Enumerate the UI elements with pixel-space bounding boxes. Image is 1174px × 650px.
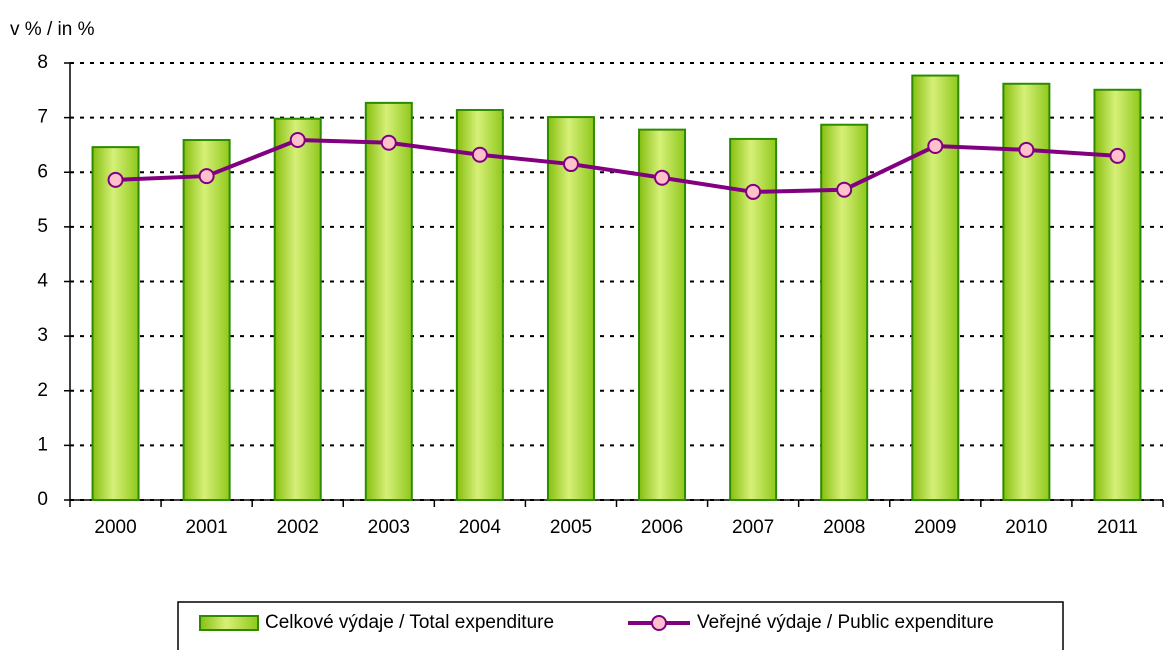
y-tick-label: 6 [37, 161, 48, 182]
x-tick-label: 2003 [368, 517, 410, 538]
x-tick-label: 2009 [914, 517, 956, 538]
legend-swatch [199, 615, 259, 631]
marker [562, 156, 579, 173]
x-tick-label: 2011 [1097, 517, 1138, 538]
marker [289, 132, 306, 149]
bar [364, 101, 413, 501]
marker [1109, 147, 1126, 164]
legend-label: Celkové výdaje / Total expenditure [265, 612, 554, 633]
y-tick-label: 3 [37, 325, 48, 346]
marker [836, 181, 853, 198]
marker [927, 138, 944, 155]
bar [455, 108, 504, 501]
marker [654, 169, 671, 186]
line [115, 138, 1118, 194]
marker [107, 171, 124, 188]
x-tick-label: 2004 [459, 517, 502, 538]
x-tick-label: 2006 [641, 517, 683, 538]
marker [745, 183, 762, 200]
y-tick-label: 5 [37, 216, 48, 237]
y-tick-label: 4 [37, 271, 48, 292]
x-tick-label: 2010 [1005, 517, 1047, 538]
bar [182, 139, 231, 502]
legend-label: Veřejné výdaje / Public expenditure [697, 612, 994, 633]
bar [273, 117, 322, 501]
marker [198, 168, 215, 185]
x-tick-label: 2007 [732, 517, 774, 538]
x-tick-label: 2005 [550, 517, 592, 538]
bar [638, 128, 687, 502]
x-tick-label: 2001 [185, 517, 227, 538]
y-axis-label: v % / in % [10, 19, 95, 40]
bar [91, 146, 140, 501]
x-tick-label: 2002 [277, 517, 319, 538]
x-tick-label: 2000 [94, 517, 136, 538]
y-tick-label: 8 [37, 52, 48, 73]
bar [546, 116, 595, 502]
y-tick-label: 7 [37, 107, 48, 128]
marker [380, 134, 397, 151]
legend-box [177, 601, 1064, 650]
legend-marker [651, 615, 667, 631]
y-tick-label: 0 [37, 489, 48, 510]
x-tick-label: 2008 [823, 517, 865, 538]
marker [1018, 141, 1035, 158]
y-tick-label: 2 [37, 380, 48, 401]
y-tick-label: 1 [37, 434, 48, 455]
marker [471, 146, 488, 163]
